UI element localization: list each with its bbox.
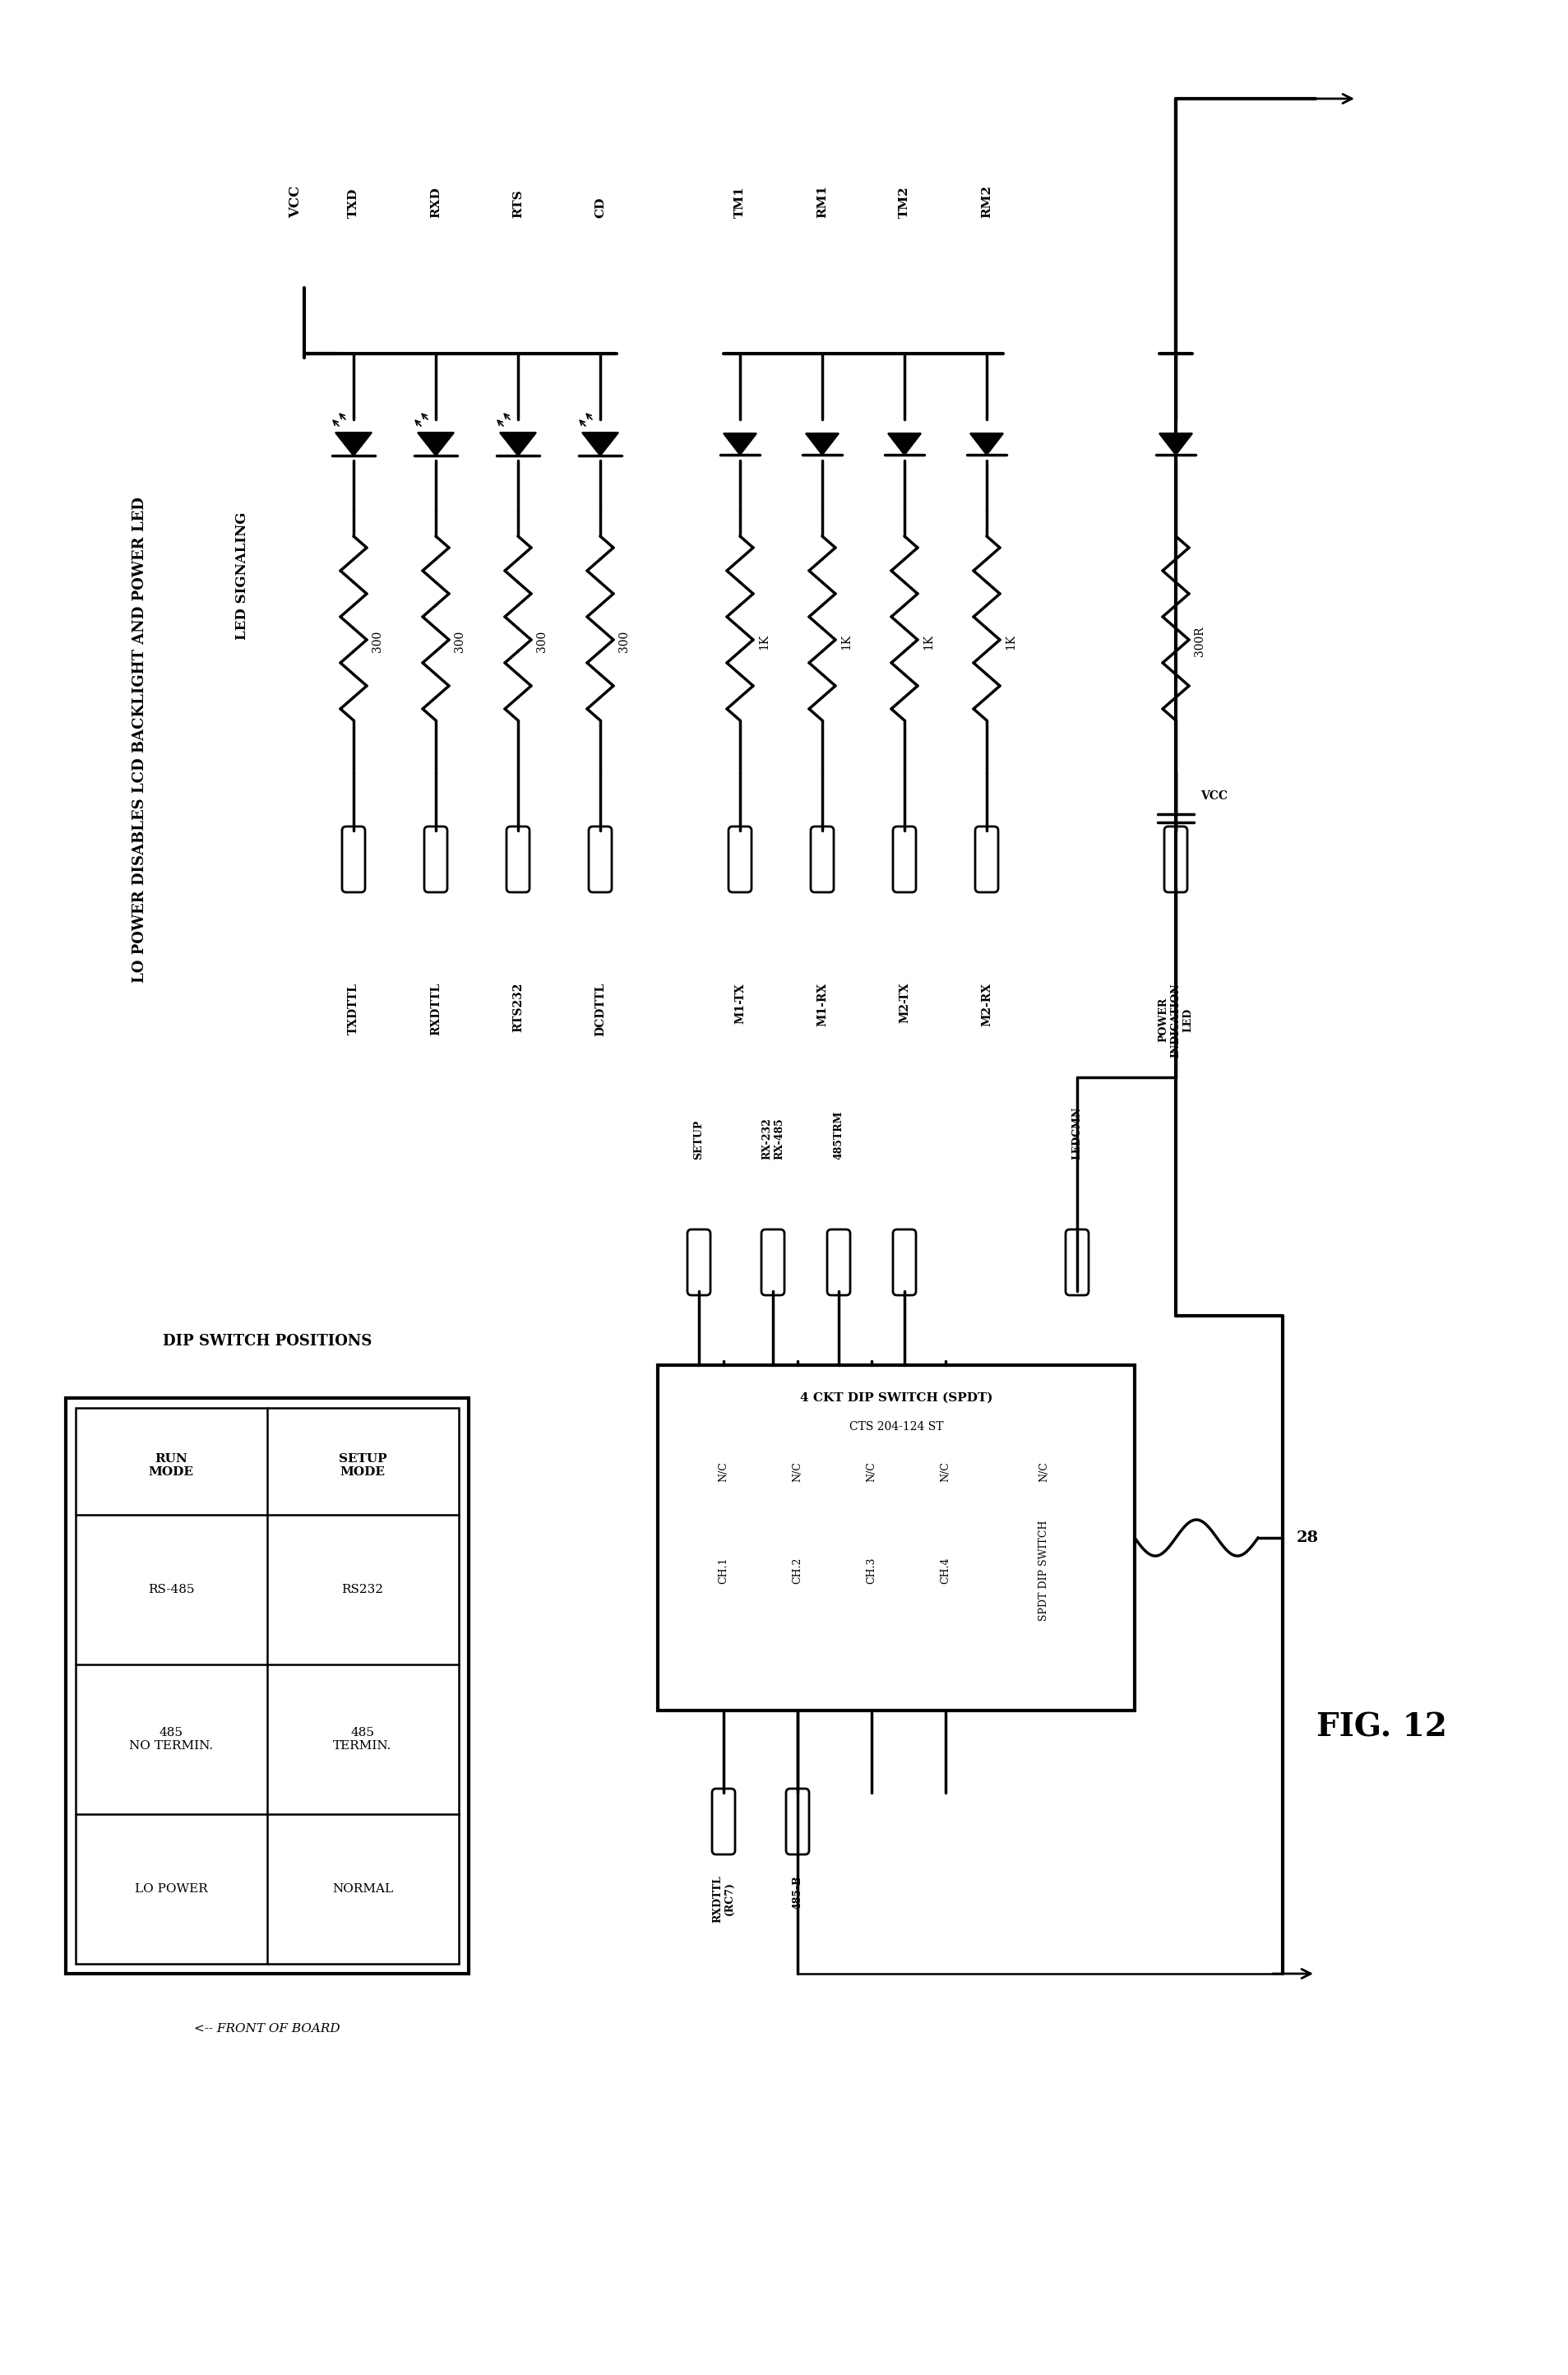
Text: N/C: N/C bbox=[718, 1461, 729, 1482]
Text: TXDTTL: TXDTTL bbox=[348, 983, 359, 1035]
Text: LED SIGNALING: LED SIGNALING bbox=[235, 511, 249, 639]
Text: SETUP
MODE: SETUP MODE bbox=[339, 1453, 386, 1477]
Text: 485
TERMIN.: 485 TERMIN. bbox=[332, 1727, 392, 1753]
Text: 1K: 1K bbox=[757, 634, 770, 648]
Text: RUN
MODE: RUN MODE bbox=[149, 1453, 193, 1477]
Text: 485
NO TERMIN.: 485 NO TERMIN. bbox=[129, 1727, 213, 1753]
Polygon shape bbox=[336, 432, 372, 456]
Text: TXD: TXD bbox=[348, 188, 359, 218]
Text: 4 CKT DIP SWITCH (SPDT): 4 CKT DIP SWITCH (SPDT) bbox=[800, 1392, 993, 1404]
Polygon shape bbox=[723, 432, 756, 454]
Text: CH.2: CH.2 bbox=[792, 1558, 803, 1584]
Text: M2-TX: M2-TX bbox=[898, 983, 909, 1024]
Text: RS-485: RS-485 bbox=[147, 1584, 194, 1596]
Polygon shape bbox=[500, 432, 536, 456]
Text: NORMAL: NORMAL bbox=[332, 1883, 394, 1895]
Text: 300R: 300R bbox=[1193, 627, 1204, 656]
Text: RM2: RM2 bbox=[980, 185, 993, 218]
Text: 300: 300 bbox=[618, 632, 629, 653]
Text: CH.4: CH.4 bbox=[939, 1558, 950, 1584]
Text: 485-B: 485-B bbox=[792, 1874, 803, 1910]
Polygon shape bbox=[969, 432, 1002, 454]
Text: RTS232: RTS232 bbox=[513, 983, 524, 1033]
Polygon shape bbox=[887, 432, 920, 454]
Text: RXDTTL: RXDTTL bbox=[430, 983, 441, 1035]
Text: 485TRM: 485TRM bbox=[833, 1112, 844, 1159]
Polygon shape bbox=[806, 432, 839, 454]
Text: N/C: N/C bbox=[1038, 1461, 1049, 1482]
Text: 300: 300 bbox=[536, 632, 547, 653]
Text: LEDCMN: LEDCMN bbox=[1071, 1107, 1082, 1159]
Text: CTS 204-124 ST: CTS 204-124 ST bbox=[848, 1420, 942, 1432]
Text: 1K: 1K bbox=[840, 634, 851, 648]
Text: RS232: RS232 bbox=[342, 1584, 383, 1596]
Text: 1K: 1K bbox=[922, 634, 933, 648]
Text: RM1: RM1 bbox=[815, 185, 828, 218]
Text: TM2: TM2 bbox=[898, 185, 909, 218]
Text: <-- FRONT OF BOARD: <-- FRONT OF BOARD bbox=[194, 2024, 340, 2035]
Text: 300: 300 bbox=[453, 632, 466, 653]
Text: LO POWER: LO POWER bbox=[135, 1883, 207, 1895]
Bar bbox=[75, 1408, 458, 1964]
Text: N/C: N/C bbox=[866, 1461, 877, 1482]
Text: LO POWER DISABLES LCD BACKLIGHT AND POWER LED: LO POWER DISABLES LCD BACKLIGHT AND POWE… bbox=[132, 496, 147, 983]
Bar bbox=[66, 1399, 469, 1974]
Text: 1K: 1K bbox=[1004, 634, 1016, 648]
Text: CH.3: CH.3 bbox=[866, 1558, 877, 1584]
Text: VCC: VCC bbox=[289, 185, 303, 218]
Text: CH.1: CH.1 bbox=[718, 1558, 729, 1584]
Text: FIG. 12: FIG. 12 bbox=[1316, 1712, 1446, 1743]
Text: CD: CD bbox=[594, 197, 605, 218]
Text: N/C: N/C bbox=[792, 1461, 803, 1482]
Polygon shape bbox=[1159, 432, 1192, 454]
Text: 28: 28 bbox=[1295, 1530, 1317, 1546]
Polygon shape bbox=[417, 432, 453, 456]
Text: M2-RX: M2-RX bbox=[980, 983, 993, 1026]
Text: RTS: RTS bbox=[513, 190, 524, 218]
Text: TM1: TM1 bbox=[734, 185, 745, 218]
Text: 300: 300 bbox=[372, 632, 383, 653]
Text: RXD: RXD bbox=[430, 188, 441, 218]
Text: RX-232
RX-485: RX-232 RX-485 bbox=[760, 1119, 784, 1159]
Text: M1-TX: M1-TX bbox=[734, 983, 745, 1024]
Text: RXDTTL
(RC7): RXDTTL (RC7) bbox=[712, 1874, 735, 1921]
Polygon shape bbox=[582, 432, 618, 456]
Text: M1-RX: M1-RX bbox=[815, 983, 828, 1026]
Text: SETUP: SETUP bbox=[693, 1119, 704, 1159]
Text: VCC: VCC bbox=[1200, 791, 1226, 803]
Bar bbox=[657, 1366, 1134, 1710]
Text: DCDTTL: DCDTTL bbox=[594, 983, 605, 1035]
Text: N/C: N/C bbox=[939, 1461, 950, 1482]
Text: SPDT DIP SWITCH: SPDT DIP SWITCH bbox=[1038, 1520, 1049, 1622]
Text: POWER
INDICATION
LED: POWER INDICATION LED bbox=[1157, 983, 1193, 1057]
Text: DIP SWITCH POSITIONS: DIP SWITCH POSITIONS bbox=[163, 1335, 372, 1349]
